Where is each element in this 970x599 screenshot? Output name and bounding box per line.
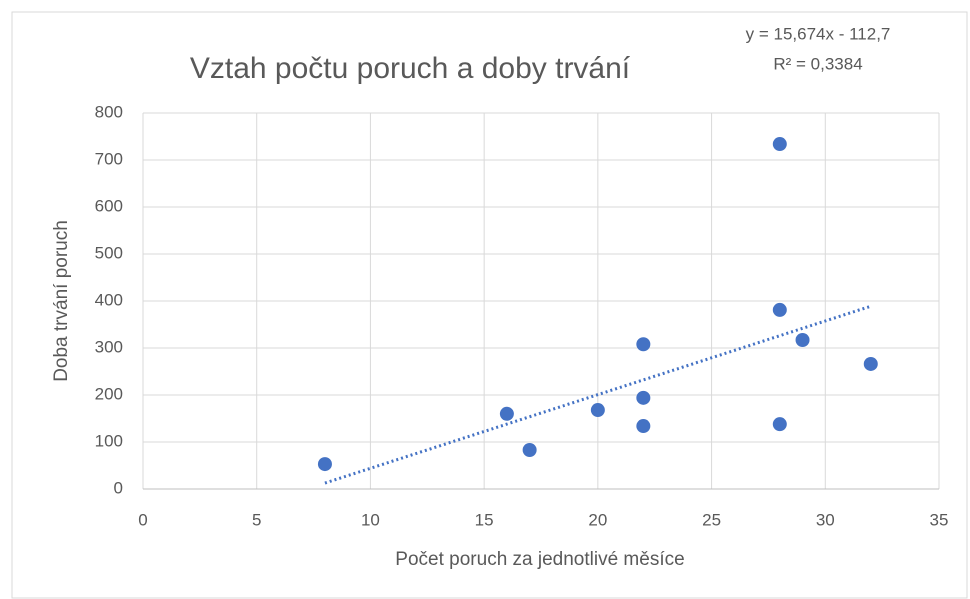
y-tick-label: 600 bbox=[95, 196, 123, 215]
scatter-point bbox=[636, 419, 651, 434]
x-tick-label: 30 bbox=[816, 510, 835, 529]
x-tick-label: 20 bbox=[588, 510, 607, 529]
x-tick-label: 15 bbox=[475, 510, 494, 529]
y-tick-label: 100 bbox=[95, 431, 123, 450]
y-tick-label: 200 bbox=[95, 384, 123, 403]
x-tick-label: 25 bbox=[702, 510, 721, 529]
y-tick-label: 500 bbox=[95, 243, 123, 262]
y-tick-label: 800 bbox=[95, 102, 123, 121]
scatter-point bbox=[863, 356, 878, 371]
scatter-point bbox=[522, 442, 537, 457]
scatter-point bbox=[636, 337, 651, 352]
scatter-point bbox=[499, 406, 514, 421]
y-axis-label: Doba trvání poruch bbox=[51, 220, 72, 382]
trendline-r2: R² = 0,3384 bbox=[773, 54, 862, 73]
x-tick-label: 10 bbox=[361, 510, 380, 529]
y-tick-label: 400 bbox=[95, 290, 123, 309]
y-tick-label: 700 bbox=[95, 149, 123, 168]
scatter-point bbox=[772, 417, 787, 432]
trendline-equation: y = 15,674x - 112,7 bbox=[746, 24, 891, 43]
y-tick-label: 0 bbox=[114, 478, 123, 497]
x-tick-label: 0 bbox=[138, 510, 147, 529]
trendline bbox=[324, 304, 872, 485]
chart-title: Vztah počtu poruch a doby trvání bbox=[190, 52, 631, 85]
scatter-point bbox=[590, 403, 605, 418]
x-axis-label: Počet poruch za jednotlivé měsíce bbox=[395, 549, 684, 570]
scatter-point bbox=[636, 390, 651, 405]
y-tick-label: 300 bbox=[95, 337, 123, 356]
scatter-point bbox=[772, 137, 787, 152]
x-tick-label: 35 bbox=[930, 510, 949, 529]
scatter-point bbox=[772, 302, 787, 317]
scatter-point bbox=[795, 333, 810, 348]
scatter-point bbox=[317, 457, 332, 472]
chart-border bbox=[11, 11, 968, 599]
x-tick-label: 5 bbox=[252, 510, 261, 529]
